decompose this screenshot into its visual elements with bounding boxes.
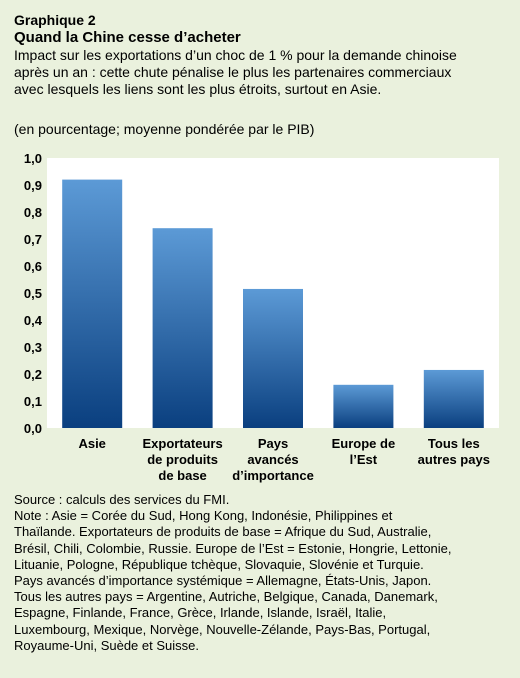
x-tick-label-line: de base <box>158 468 206 483</box>
note-line: Espagne, Finlande, France, Grèce, Irland… <box>14 605 387 621</box>
x-tick-label: Pays avancés d’importance <box>232 436 314 483</box>
x-tick-label: Tous les autres pays <box>418 436 490 467</box>
note-line: Luxembourg, Mexique, Norvège, Nouvelle-Z… <box>14 621 431 637</box>
y-tick-label: 0,7 <box>24 232 42 247</box>
note-line: Royaume-Uni, Suède et Suisse. <box>14 637 199 653</box>
note-line: Tous les autres pays = Argentine, Autric… <box>14 589 438 605</box>
figure-label: Graphique 2 <box>14 12 96 28</box>
bars <box>62 179 484 428</box>
y-tick-label: 0,8 <box>24 205 42 220</box>
y-tick-label: 0,4 <box>24 313 43 328</box>
bar <box>243 288 303 428</box>
x-tick-label-line: Pays <box>258 436 288 451</box>
y-axis: 0,0 0,1 0,2 0,3 0,4 0,5 0,6 0,7 0,8 0,9 1,0 <box>24 151 43 436</box>
y-tick-label: 0,9 <box>24 178 42 193</box>
notes-block: Source : calculs des services du FMI. No… <box>14 492 506 654</box>
bar-chart: 0,0 0,1 0,2 0,3 0,4 0,5 0,6 0,7 0,8 0,9 1,0 Asie Ex… <box>24 151 490 483</box>
note-line: Thaïlande. Exportateurs de produits de b… <box>14 524 432 540</box>
x-tick-label-line: d’importance <box>232 468 314 483</box>
y-tick-label: 0,5 <box>24 286 42 301</box>
x-tick-label-line: Asie <box>78 436 105 451</box>
x-tick-label-line: avancés <box>247 452 298 467</box>
x-tick-label-line: autres pays <box>418 452 490 467</box>
bar <box>62 179 123 428</box>
x-tick-label-line: Exportateurs <box>142 436 222 451</box>
chart-title: Quand la Chine cesse d’acheter <box>14 29 241 46</box>
x-tick-label-line: de produits <box>147 452 218 467</box>
note-line: Lituanie, Pologne, République tchèque, S… <box>14 556 424 572</box>
note-line: Note : Asie = Corée du Sud, Hong Kong, I… <box>14 508 393 524</box>
bar <box>423 369 484 428</box>
x-tick-label: Asie <box>78 436 105 451</box>
x-tick-label-line: Tous les <box>428 436 480 451</box>
note-line: Brésil, Chili, Colombie, Russie. Europe … <box>14 540 452 556</box>
x-tick-label-line: Europe de <box>332 436 396 451</box>
x-tick-label-line: l’Est <box>350 452 378 467</box>
note-line: Pays avancés d’importance systémique = A… <box>14 573 432 589</box>
source-note: Source : calculs des services du FMI. <box>14 492 230 507</box>
y-tick-label: 0,0 <box>24 421 42 436</box>
x-tick-label: Europe de l’Est <box>332 436 396 467</box>
chart-units: (en pourcentage; moyenne pondérée par le… <box>14 121 315 137</box>
bar <box>152 228 213 428</box>
y-tick-label: 0,1 <box>24 394 42 409</box>
y-tick-label: 1,0 <box>24 151 42 166</box>
y-tick-label: 0,6 <box>24 259 42 274</box>
x-tick-label: Exportateurs de produits de base <box>142 436 222 483</box>
y-tick-label: 0,3 <box>24 340 42 355</box>
note-text: Note : Asie = Corée du Sud, Hong Kong, I… <box>14 508 506 654</box>
bar <box>333 384 394 428</box>
chart-subtitle: Impact sur les exportations d’un choc de… <box>14 47 457 97</box>
y-tick-label: 0,2 <box>24 367 42 382</box>
